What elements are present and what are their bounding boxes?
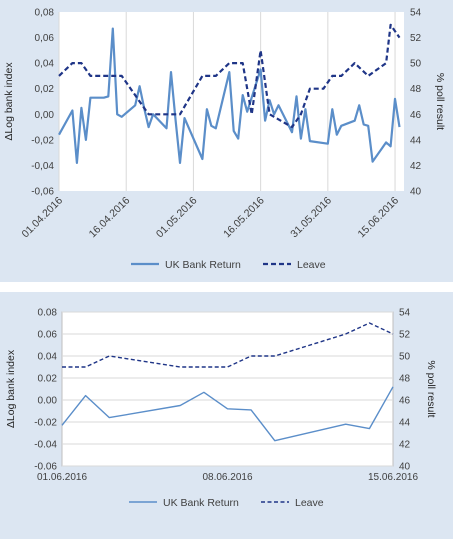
- x-tick-label: 01.04.2016: [19, 195, 65, 241]
- legend-label: Leave: [297, 259, 326, 271]
- x-tick-label: 16.05.2016: [221, 195, 267, 241]
- x-tick-label: 15.06.2016: [356, 195, 402, 241]
- legend-label: UK Bank Return: [163, 497, 239, 509]
- y-tick-label-left: 0,00: [35, 110, 55, 121]
- y-tick-label-left: 0.08: [38, 308, 58, 319]
- uk-bank-return-series-line: [61, 386, 394, 442]
- y-tick-label-left: 0,08: [35, 8, 55, 19]
- legend-label: Leave: [295, 497, 324, 509]
- y-tick-label-left: -0,02: [31, 135, 54, 146]
- y-tick-label-right: 40: [410, 187, 422, 198]
- y-tick-label-right: 54: [410, 8, 422, 19]
- y-tick-label-left: 0.00: [38, 396, 58, 407]
- chart-panel-bottom: -0.06 -0.04 -0.02 0.00 0.02 0.04 0.06 0.08 40 42 4…: [0, 292, 453, 539]
- chart-bottom: -0.06 -0.04 -0.02 0.00 0.02 0.04 0.06 0.08 40 42 4…: [5, 308, 437, 510]
- y-tick-label-right: 44: [399, 418, 411, 429]
- y-tick-label-left: -0,06: [31, 187, 54, 198]
- y-tick-label-left: 0,02: [35, 84, 55, 95]
- legend-label: UK Bank Return: [165, 259, 241, 271]
- y-tick-label-right: 44: [410, 135, 422, 146]
- legend: UK Bank Return Leave: [129, 497, 324, 509]
- x-tick-label: 08.06.2016: [202, 472, 252, 483]
- y-tick-label-right: 52: [410, 33, 422, 44]
- legend: UK Bank Return Leave: [131, 259, 326, 271]
- leave-series-line: [58, 23, 401, 129]
- y-tick-label-left: 0.06: [38, 330, 58, 341]
- leave-series-line: [62, 322, 394, 368]
- y-tick-label-right: 54: [399, 308, 411, 319]
- y-axis-title-left: ΔLog bank index: [5, 349, 17, 428]
- x-tick-label: 01.06.2016: [37, 472, 87, 483]
- y-tick-label-right: 46: [399, 396, 411, 407]
- y-tick-label-left: 0,06: [35, 33, 55, 44]
- y-tick-label-left: 0,04: [35, 59, 55, 70]
- y-tick-label-right: 50: [410, 59, 422, 70]
- y-tick-label-left: -0.02: [34, 418, 57, 429]
- y-axis-title-right: % poll result: [425, 360, 437, 417]
- chart-top: -0,06 -0,04 -0,02 0,00 0,02 0,04 0,06 0,08 40 42 4…: [3, 8, 446, 272]
- y-tick-label-right: 50: [399, 352, 411, 363]
- uk-bank-return-series-line: [58, 27, 401, 164]
- y-tick-label-right: 48: [399, 374, 411, 385]
- x-tick-label: 15.06.2016: [368, 472, 418, 483]
- y-tick-label-left: 0.04: [38, 352, 58, 363]
- y-tick-label-right: 48: [410, 84, 422, 95]
- x-tick-label: 16.04.2016: [87, 195, 133, 241]
- y-tick-label-right: 52: [399, 330, 411, 341]
- plot-area: [61, 311, 394, 467]
- y-tick-label-left: 0.02: [38, 374, 58, 385]
- y-tick-label-left: -0,04: [31, 161, 54, 172]
- y-axis-title-left: ΔLog bank index: [3, 62, 15, 141]
- chart-panel-top: -0,06 -0,04 -0,02 0,00 0,02 0,04 0,06 0,08 40 42 4…: [0, 0, 453, 282]
- y-tick-label-right: 46: [410, 110, 422, 121]
- y-axis-title-right: % poll result: [434, 73, 446, 130]
- x-tick-label: 31.05.2016: [288, 195, 334, 241]
- y-tick-label-right: 40: [399, 462, 411, 473]
- y-tick-label-right: 42: [399, 440, 411, 451]
- x-tick-label: 01.05.2016: [154, 195, 200, 241]
- y-tick-label-left: -0.06: [34, 462, 57, 473]
- y-tick-label-right: 42: [410, 161, 422, 172]
- y-tick-label-left: -0.04: [34, 440, 57, 451]
